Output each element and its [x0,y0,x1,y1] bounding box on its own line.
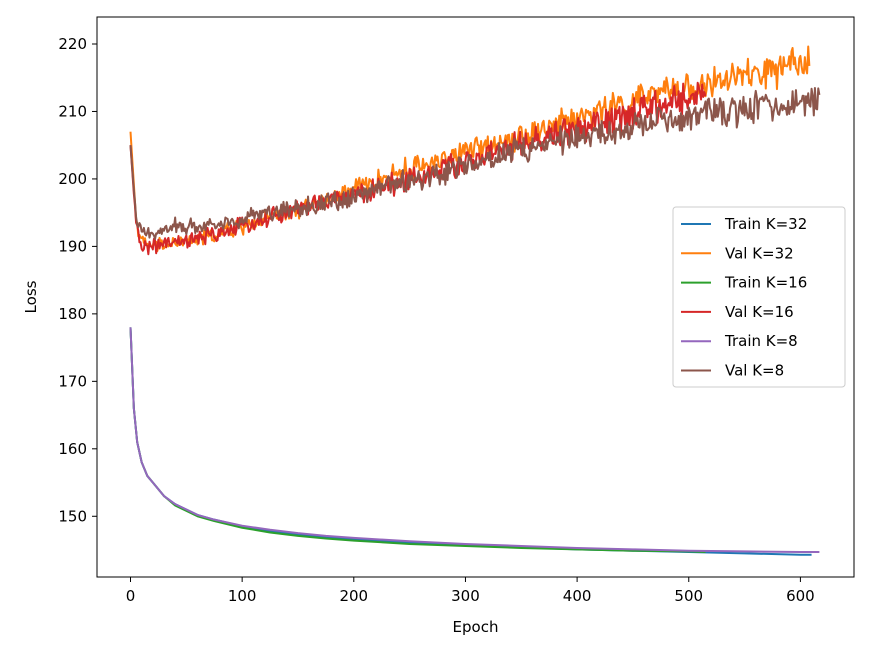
x-axis-label: Epoch [453,618,499,636]
y-tick-label: 160 [58,440,87,458]
series-line-5 [129,86,821,240]
legend: Train K=32 Val K=32 Train K=16 Val K=16 Trai… [672,206,846,388]
series-layer [129,45,821,556]
legend-box [672,206,846,388]
y-tick-label: 180 [58,305,87,323]
legend-label: Train K=32 [724,215,807,233]
ticks-layer: 0 100 200 300 400 500 600 150 160 170 180 190 200 210… [58,35,814,605]
y-tick-label: 210 [58,102,87,120]
legend-label: Train K=16 [724,274,807,292]
x-tick-label: 600 [786,587,815,605]
x-tick-label: 300 [451,587,480,605]
legend-label: Train K=8 [724,332,798,350]
x-tick-label: 400 [563,587,592,605]
y-tick-label: 170 [58,372,87,390]
legend-label: Val K=16 [725,303,794,321]
plot-frame [96,16,855,578]
y-tick-label: 150 [58,507,87,525]
y-tick-label: 200 [58,170,87,188]
x-tick-label: 200 [339,587,368,605]
x-tick-label: 100 [228,587,257,605]
y-axis-label: Loss [22,280,40,313]
y-tick-label: 220 [58,35,87,53]
series-line-2 [129,327,706,554]
series-line-4 [129,327,820,554]
legend-label: Val K=8 [725,362,784,380]
y-tick-label: 190 [58,237,87,255]
x-tick-label: 0 [126,587,136,605]
legend-label: Val K=32 [725,244,794,262]
x-tick-label: 500 [674,587,703,605]
